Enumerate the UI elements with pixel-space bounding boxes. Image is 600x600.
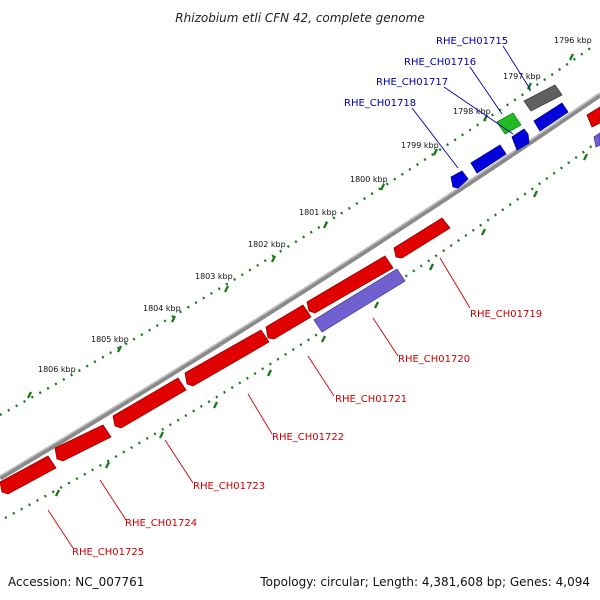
inner-tick-7 — [373, 301, 380, 309]
inner-tick-8 — [428, 263, 435, 271]
genome-summary-text: Topology: circular; Length: 4,381,608 bp… — [259, 575, 590, 589]
gene-rhe-ch01720a[interactable] — [306, 255, 394, 314]
leader-ch01715 — [502, 45, 531, 90]
tick-major-1799 — [432, 148, 439, 156]
kbp-label-1799: 1799 kbp — [401, 141, 439, 150]
kbp-label-1803: 1803 kbp — [195, 272, 233, 281]
gene-label-ch01719[interactable]: RHE_CH01719 — [470, 309, 542, 320]
gene-labels-red: RHE_CH01719 RHE_CH01720 RHE_CH01721 RHE_… — [72, 309, 542, 558]
gene-label-ch01722[interactable]: RHE_CH01722 — [272, 432, 344, 443]
inner-tick-2 — [104, 461, 111, 469]
kbp-label-1801: 1801 kbp — [299, 208, 337, 217]
gene-rhe-ch01721[interactable] — [265, 304, 312, 340]
tick-major-1801 — [322, 221, 329, 229]
inner-tick-9 — [480, 228, 487, 236]
tick-major-1803 — [223, 285, 230, 293]
gene-labels-blue: RHE_CH01715 RHE_CH01716 RHE_CH01717 RHE_… — [344, 36, 508, 109]
tick-major-1804 — [170, 315, 177, 323]
kbp-label-1802: 1802 kbp — [248, 240, 286, 249]
gene-rhe-ch01722[interactable] — [184, 329, 270, 387]
kbp-label-1805: 1805 kbp — [91, 335, 129, 344]
kbp-label-1804: 1804 kbp — [143, 304, 181, 313]
accession-text: Accession: NC_007761 — [8, 575, 144, 589]
inner-dotted-arc — [4, 139, 600, 520]
gene-offscreen-purple[interactable] — [593, 132, 600, 148]
kbp-label-1798: 1798 kbp — [453, 107, 491, 116]
gene-label-ch01725[interactable]: RHE_CH01725 — [72, 547, 144, 558]
kbp-label-1806: 1806 kbp — [38, 365, 76, 374]
inner-tick-11 — [582, 153, 589, 161]
chromosome-backbone — [0, 92, 600, 481]
gene-label-ch01715[interactable]: RHE_CH01715 — [436, 36, 508, 47]
leader-ch01725 — [47, 509, 74, 549]
gene-label-ch01718[interactable]: RHE_CH01718 — [344, 98, 416, 109]
gene-label-ch01716[interactable]: RHE_CH01716 — [404, 57, 476, 68]
inner-tick-10 — [532, 190, 539, 198]
gene-rhe-ch01719[interactable] — [393, 217, 451, 259]
leader-ch01722 — [247, 393, 273, 435]
leader-ch01721 — [307, 355, 335, 397]
gene-label-ch01717[interactable]: RHE_CH01717 — [376, 77, 448, 88]
gene-label-ch01721[interactable]: RHE_CH01721 — [335, 394, 407, 405]
gene-rhe-ch01718a[interactable] — [470, 144, 507, 174]
chromosome-backbone-highlight — [0, 92, 600, 477]
leader-ch01718 — [411, 107, 459, 169]
tick-major-1797 — [526, 82, 533, 90]
outer-tick-scale — [0, 44, 596, 417]
tick-major-1796 — [568, 53, 575, 61]
leader-lines — [47, 45, 531, 549]
leader-ch01720 — [372, 317, 399, 357]
gene-rhe-ch01715[interactable] — [523, 84, 563, 112]
kbp-label-1800: 1800 kbp — [350, 175, 388, 184]
gene-label-ch01720[interactable]: RHE_CH01720 — [398, 354, 470, 365]
gene-rhe-ch01718[interactable] — [450, 170, 469, 189]
genome-title: Rhizobium etli CFN 42, complete genome — [175, 11, 424, 25]
leader-ch01716 — [469, 66, 503, 115]
reverse-strand-genes — [450, 84, 600, 189]
tick-major-1806 — [26, 391, 33, 399]
gene-label-ch01724[interactable]: RHE_CH01724 — [125, 518, 197, 529]
gene-rhe-ch01725[interactable] — [0, 455, 57, 495]
leader-ch01723 — [164, 439, 194, 484]
inner-tick-6 — [320, 335, 327, 343]
inner-tick-5 — [266, 369, 273, 377]
inner-tick-1 — [54, 489, 61, 497]
gene-label-ch01723[interactable]: RHE_CH01723 — [193, 481, 265, 492]
inner-tick-4 — [212, 401, 219, 409]
tick-major-1805 — [116, 345, 123, 353]
gene-rhe-ch01720[interactable] — [313, 268, 406, 333]
gene-rhe-ch01714-partial[interactable] — [533, 102, 569, 132]
inner-tick-3 — [158, 431, 165, 439]
outer-dotted-arc — [0, 44, 596, 417]
kbp-label-1796: 1796 kbp — [554, 36, 592, 45]
gene-rhe-ch01716[interactable] — [496, 112, 522, 135]
gene-rhe-ch01717[interactable] — [511, 128, 530, 151]
gene-rhe-ch01724[interactable] — [54, 424, 112, 462]
kbp-labels: 1796 kbp 1797 kbp 1798 kbp 1799 kbp 1800… — [38, 36, 592, 374]
leader-ch01717 — [443, 86, 514, 135]
tick-major-1800 — [379, 183, 386, 191]
tick-major-1802 — [270, 255, 277, 263]
gene-rhe-ch01723[interactable] — [112, 377, 187, 429]
forward-strand-genes — [0, 217, 451, 495]
leader-ch01719 — [439, 257, 471, 309]
inner-tick-scale — [4, 139, 600, 520]
leader-ch01724 — [99, 479, 127, 521]
gene-offscreen-red[interactable] — [586, 106, 600, 128]
